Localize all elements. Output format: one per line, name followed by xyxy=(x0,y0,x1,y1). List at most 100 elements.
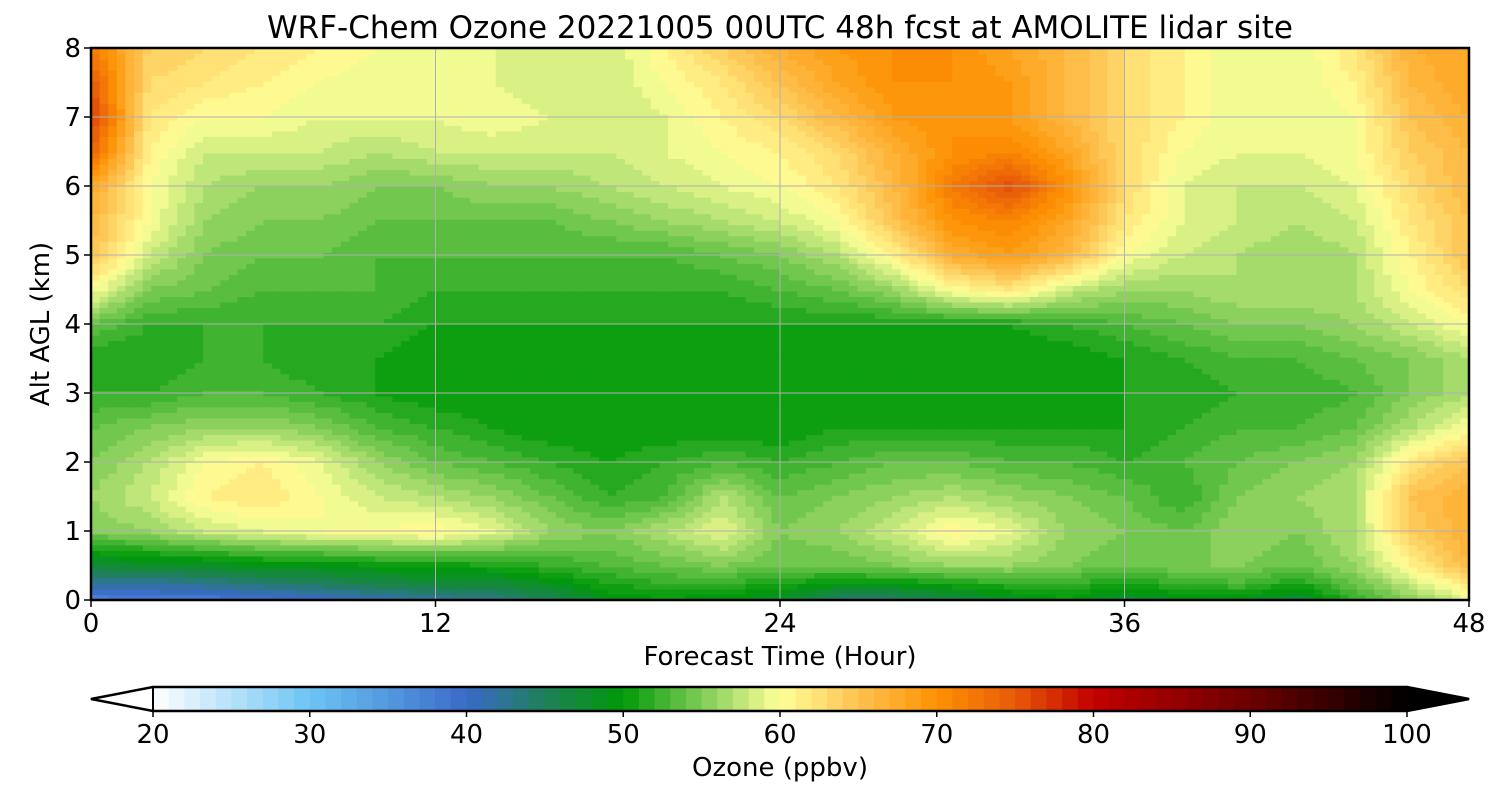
heatmap-cell xyxy=(547,550,556,556)
heatmap-cell xyxy=(349,517,358,523)
heatmap-cell xyxy=(944,484,953,490)
heatmap-cell xyxy=(573,512,582,518)
heatmap-cell xyxy=(522,589,531,595)
heatmap-cell xyxy=(677,572,686,578)
heatmap-cell xyxy=(711,572,720,578)
heatmap-cell xyxy=(754,490,763,496)
heatmap-cell xyxy=(702,561,711,567)
heatmap-cell xyxy=(892,517,901,523)
heatmap-cell xyxy=(272,550,281,556)
heatmap-cell xyxy=(668,534,677,540)
heatmap-cell xyxy=(229,490,238,496)
heatmap-cell xyxy=(1323,589,1332,595)
heatmap-cell xyxy=(375,589,384,595)
heatmap-cell xyxy=(952,578,961,584)
heatmap-cell xyxy=(573,484,582,490)
heatmap-cell xyxy=(591,561,600,567)
heatmap-cell xyxy=(522,578,531,584)
heatmap-cell xyxy=(392,556,401,562)
heatmap-cell xyxy=(1099,539,1108,545)
heatmap-cell xyxy=(858,495,867,501)
heatmap-cell xyxy=(625,572,634,578)
heatmap-cell xyxy=(513,589,522,595)
heatmap-cell xyxy=(944,506,953,512)
heatmap-cell xyxy=(530,501,539,507)
heatmap-cell xyxy=(160,523,169,529)
heatmap-cell xyxy=(487,534,496,540)
heatmap-cell xyxy=(961,561,970,567)
heatmap-cell xyxy=(410,550,419,556)
heatmap-cell xyxy=(918,589,927,595)
heatmap-cell xyxy=(194,556,203,562)
heatmap-cell xyxy=(1245,490,1254,496)
heatmap-cell xyxy=(1426,501,1435,507)
heatmap-cell xyxy=(711,578,720,584)
heatmap-cell xyxy=(1064,512,1073,518)
heatmap-cell xyxy=(1314,523,1323,529)
heatmap-cell xyxy=(1150,495,1159,501)
heatmap-cell xyxy=(401,506,410,512)
heatmap-cell xyxy=(349,545,358,551)
heatmap-cell xyxy=(685,490,694,496)
heatmap-cell xyxy=(737,572,746,578)
heatmap-cell xyxy=(1426,583,1435,589)
heatmap-cell xyxy=(1262,578,1271,584)
heatmap-cell xyxy=(263,567,272,573)
heatmap-cell xyxy=(625,512,634,518)
heatmap-cell xyxy=(1185,578,1194,584)
heatmap-cell xyxy=(100,479,109,485)
heatmap-cell xyxy=(1357,583,1366,589)
heatmap-cell xyxy=(737,517,746,523)
heatmap-cell xyxy=(1340,545,1349,551)
heatmap-cell xyxy=(926,490,935,496)
heatmap-cell xyxy=(1125,512,1134,518)
heatmap-cell xyxy=(651,495,660,501)
heatmap-cell xyxy=(436,506,445,512)
heatmap-cell xyxy=(1271,583,1280,589)
heatmap-cell xyxy=(427,501,436,507)
heatmap-cell xyxy=(263,578,272,584)
heatmap-cell xyxy=(935,578,944,584)
heatmap-cell xyxy=(1219,578,1228,584)
heatmap-cell xyxy=(1305,539,1314,545)
heatmap-cell xyxy=(1004,490,1013,496)
heatmap-cell xyxy=(246,484,255,490)
heatmap-cell xyxy=(384,534,393,540)
heatmap-cell xyxy=(255,517,264,523)
heatmap-cell xyxy=(324,479,333,485)
heatmap-cell xyxy=(375,495,384,501)
heatmap-cell xyxy=(1030,572,1039,578)
heatmap-cell xyxy=(151,479,160,485)
heatmap-cell xyxy=(918,550,927,556)
heatmap-cell xyxy=(91,539,100,545)
heatmap-cell xyxy=(1030,550,1039,556)
heatmap-cell xyxy=(1133,484,1142,490)
heatmap-cell xyxy=(814,572,823,578)
heatmap-cell xyxy=(987,506,996,512)
heatmap-cell xyxy=(108,512,117,518)
heatmap-cell xyxy=(1159,512,1168,518)
heatmap-cell xyxy=(952,550,961,556)
heatmap-cell xyxy=(108,501,117,507)
heatmap-cell xyxy=(1443,495,1452,501)
heatmap-cell xyxy=(1159,534,1168,540)
heatmap-cell xyxy=(392,589,401,595)
heatmap-cell xyxy=(547,572,556,578)
heatmap-cell xyxy=(969,534,978,540)
heatmap-cell xyxy=(384,545,393,551)
heatmap-cell xyxy=(1193,490,1202,496)
heatmap-cell xyxy=(1254,572,1263,578)
heatmap-cell xyxy=(384,567,393,573)
heatmap-cell xyxy=(1262,550,1271,556)
heatmap-cell xyxy=(720,517,729,523)
heatmap-cell xyxy=(659,561,668,567)
heatmap-cell xyxy=(504,556,513,562)
heatmap-cell xyxy=(392,501,401,507)
heatmap-cell xyxy=(1107,539,1116,545)
heatmap-cell xyxy=(1219,490,1228,496)
heatmap-cell xyxy=(901,484,910,490)
heatmap-cell xyxy=(367,567,376,573)
heatmap-cell xyxy=(1297,517,1306,523)
heatmap-cell xyxy=(1150,517,1159,523)
heatmap-cell xyxy=(143,512,152,518)
